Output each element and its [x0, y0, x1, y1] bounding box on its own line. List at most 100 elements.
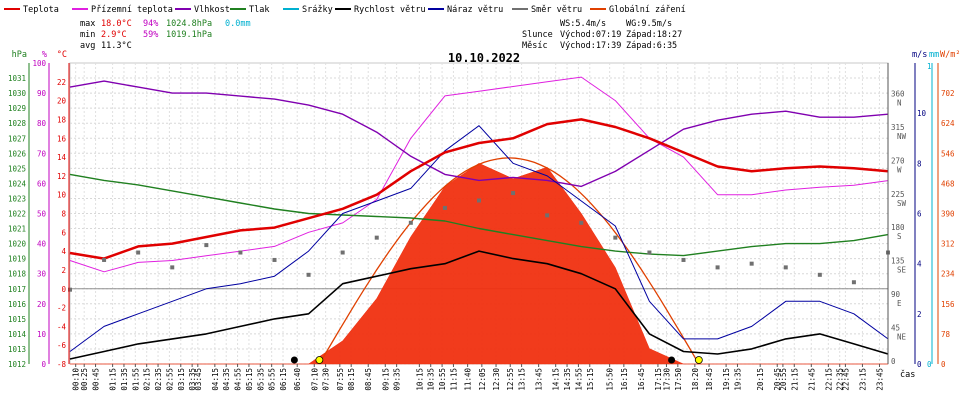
legend-label: Srážky [302, 5, 333, 15]
x-tick-label: 12:55 [506, 368, 515, 391]
pct-tick: 60 [37, 179, 47, 188]
x-tick-label: 15:50 [606, 368, 615, 391]
pct-unit: % [42, 50, 47, 60]
direction-point [170, 265, 175, 270]
x-axis-unit: čas [900, 369, 915, 380]
ms-tick: 8 [917, 159, 922, 168]
stats-min-label: min [80, 30, 95, 40]
hpa-tick: 1020 [8, 240, 27, 249]
x-tick-label: 20:55 [779, 368, 788, 391]
direction-cardinal: NE [897, 333, 907, 342]
stats-avg-label: avg [80, 41, 95, 51]
celsius-tick: 20 [57, 97, 67, 106]
stats-max-temp: 18.0°C [101, 19, 132, 29]
pct-tick: 90 [37, 89, 47, 98]
direction-point [749, 261, 754, 266]
x-tick-label: 23:45 [875, 368, 884, 391]
mm-tick: 1 [927, 62, 932, 71]
stats-min-temp: 2.9°C [101, 30, 127, 40]
series-tlak [69, 173, 889, 257]
celsius-tick: -2 [57, 304, 66, 313]
direction-point [647, 250, 652, 255]
hpa-tick: 1024 [8, 179, 27, 188]
direction-cardinal: W [897, 165, 902, 174]
direction-point [817, 272, 822, 277]
x-tick-label: 05:55 [268, 368, 277, 391]
ms-tick: 2 [917, 310, 922, 319]
x-tick-label: 10:15 [415, 368, 424, 391]
hpa-tick: 1021 [8, 225, 26, 234]
hpa-tick: 1018 [8, 270, 27, 279]
direction-point [545, 213, 550, 218]
direction-point [272, 257, 277, 262]
pct-tick: 0 [41, 360, 46, 369]
hpa-tick: 1027 [8, 134, 26, 143]
direction-cardinal: SE [897, 266, 907, 275]
moonset-marker [290, 356, 298, 364]
x-tick-label: 21:15 [790, 368, 799, 391]
sun-set: Západ:18:27 [626, 30, 682, 40]
direction-point [374, 235, 379, 240]
x-tick-label: 17:50 [674, 368, 683, 391]
stats-max-press: 1024.8hPa [166, 19, 212, 29]
direction-cardinal: E [897, 299, 902, 308]
celsius-tick: 8 [61, 210, 66, 219]
hpa-tick: 1022 [8, 210, 26, 219]
wind-speed-info: WS:5.4m/s [560, 19, 606, 29]
hpa-tick: 1016 [8, 300, 27, 309]
wm2-unit: W/m² [940, 50, 960, 60]
sunset-marker [694, 356, 703, 364]
stats-max-rain: 0.0mm [225, 19, 251, 29]
celsius-tick: -6 [57, 341, 67, 350]
legend-label: Tlak [249, 5, 269, 15]
radiation-area [70, 157, 888, 365]
hpa-tick: 1030 [8, 89, 27, 98]
wm2-tick: 156 [941, 300, 955, 309]
x-tick-label: 07:10 [310, 368, 319, 391]
legend: Teplota Přízemní teplota Vlhkost Tlak Srážky… [4, 5, 686, 15]
moonrise-marker [668, 356, 676, 364]
stats-min-hum: 59% [143, 30, 158, 40]
x-tick-label: 17:30 [662, 368, 671, 391]
direction-tick: 180 [891, 223, 905, 232]
legend-label: Směr větru [531, 5, 582, 15]
direction-tick: 315 [891, 123, 905, 132]
x-tick-label: 08:45 [364, 368, 373, 391]
pct-tick: 70 [37, 149, 47, 158]
direction-point [204, 243, 209, 248]
celsius-tick: -4 [57, 322, 67, 331]
direction-point [238, 250, 243, 255]
x-tick-label: 07:55 [336, 368, 345, 391]
direction-point [783, 265, 788, 270]
moon-rise: Východ:17:39 [560, 41, 621, 51]
chart-title: 10.10.2022 [448, 51, 520, 65]
direction-tick: 135 [891, 257, 905, 266]
x-tick-label: 10:35 [427, 368, 436, 391]
x-tick-label: 11:15 [449, 368, 458, 391]
celsius-unit: °C [57, 50, 67, 60]
x-tick-label: 22:35 [836, 368, 845, 391]
hpa-tick: 1028 [8, 119, 27, 128]
x-tick-label: 05:35 [256, 368, 265, 391]
pct-tick: 30 [37, 270, 47, 279]
direction-point [306, 272, 311, 277]
x-tick-label: 12:30 [492, 368, 501, 391]
wm2-tick: 78 [941, 330, 951, 339]
legend-label: Globální záření [609, 5, 686, 15]
x-tick-label: 00:10 [72, 368, 81, 391]
hpa-tick: 1017 [8, 285, 26, 294]
direction-point [511, 191, 516, 196]
series-vlhkost [69, 80, 889, 188]
x-tick-label: 20:15 [756, 368, 765, 391]
x-tick-label: 02:35 [154, 368, 163, 391]
x-tick-label: 14:35 [563, 368, 572, 391]
direction-tick: 0 [891, 357, 896, 366]
celsius-tick: 22 [57, 78, 66, 87]
x-tick-label: 13:45 [535, 368, 544, 391]
hpa-tick: 1012 [8, 360, 26, 369]
x-tick-label: 01:35 [120, 368, 129, 391]
moon-set: Západ:6:35 [626, 41, 677, 51]
hpa-tick: 1019 [8, 255, 26, 264]
legend-label: Náraz větru [447, 5, 503, 15]
